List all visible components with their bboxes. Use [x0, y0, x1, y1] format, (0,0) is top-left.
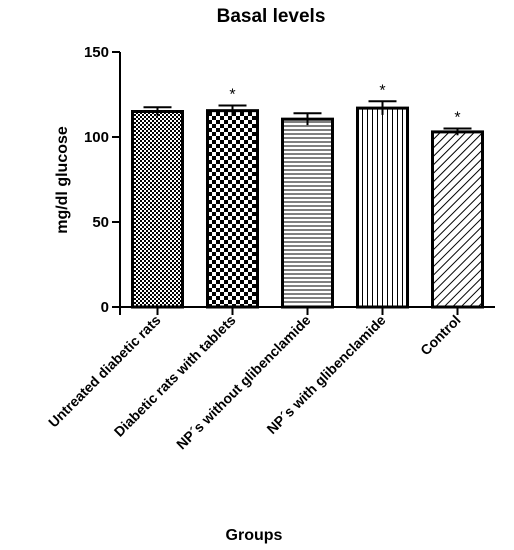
chart-title: Basal levels [217, 6, 326, 27]
bar [206, 109, 259, 309]
significance-marker: * [379, 82, 385, 99]
category-label: NP´s with glibenclamide [263, 312, 388, 437]
y-tick-label: 50 [92, 214, 109, 231]
category-label: Control [417, 312, 464, 359]
significance-marker: * [454, 110, 460, 127]
bar [131, 110, 184, 309]
y-axis-label: mg/dl glucose [54, 126, 71, 234]
category-label: NP´s without glibenclamide [173, 312, 314, 453]
category-label: Diabetic rats with tablets [111, 312, 239, 440]
y-tick-label: 150 [84, 44, 109, 61]
significance-marker: * [229, 87, 235, 104]
y-tick-label: 0 [101, 299, 109, 316]
x-axis-label: Groups [226, 527, 283, 544]
bar [431, 130, 484, 309]
bar [356, 106, 409, 309]
y-tick-label: 100 [84, 129, 109, 146]
bar [281, 117, 334, 309]
